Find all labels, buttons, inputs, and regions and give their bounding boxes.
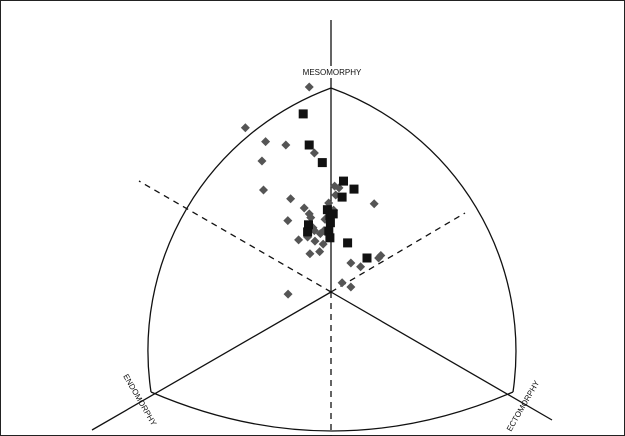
ectomorphy-axis [330,291,553,421]
dashed-axis-upper-left [138,180,332,293]
square-point [362,253,372,263]
diamond-point [283,216,293,226]
bottom-arc [150,391,514,432]
diamond-point [286,194,296,204]
square-point [304,220,313,230]
square-point [324,226,334,236]
diamond-point [306,213,316,223]
square-point [317,158,327,168]
square-point [339,176,348,186]
data-points [240,82,386,299]
diamond-point [346,258,356,268]
diamond-point [305,249,315,259]
ectomorphy-label: ECTOMORPHY [505,378,542,433]
diamond-point [356,262,366,272]
chart-frame-lines [91,20,553,436]
square-point [304,140,314,150]
mesomorphy-label: MESOMORPHY [303,68,362,77]
diamond-point [315,247,325,257]
left-arc [147,87,332,393]
endomorphy-axis [91,291,332,431]
square-point [298,109,308,119]
endomorphy-label: ENDOMORPHY [121,373,158,429]
diamond-point [369,199,379,209]
diamond-point [257,156,267,166]
diamond-point [261,137,271,147]
mesomorphy-label-background [299,66,366,78]
dashed-axis-upper-right [330,212,466,293]
square-point [322,205,332,215]
diamond-point [310,236,320,246]
diamond-point [304,82,314,92]
square-point [325,233,335,243]
diamond-point [240,123,250,133]
square-point [343,238,353,248]
diamond-point [337,278,347,288]
diamond-point [294,235,304,245]
diamond-point [299,203,309,213]
diamond-point [258,185,268,195]
square-point [328,209,338,219]
diamond-point [283,289,293,299]
square-point [349,184,359,194]
square-point [303,227,313,237]
diamond-point [309,148,319,158]
square-point [337,192,347,202]
square-point [325,218,335,228]
diamond-point [281,140,291,150]
diamond-point [346,282,356,292]
diamond-point [374,253,384,263]
right-arc [330,87,517,393]
